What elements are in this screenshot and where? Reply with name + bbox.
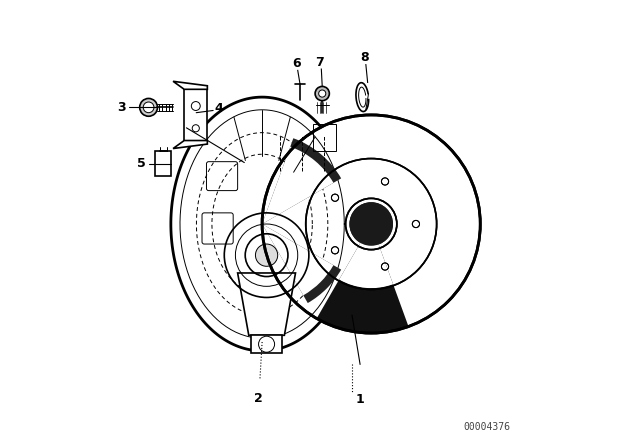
Circle shape	[315, 86, 330, 101]
Polygon shape	[184, 89, 207, 141]
Text: 2: 2	[254, 392, 263, 405]
Wedge shape	[339, 224, 393, 288]
Bar	[314, 124, 335, 151]
Wedge shape	[262, 224, 341, 303]
Polygon shape	[251, 335, 282, 353]
Wedge shape	[262, 146, 333, 224]
Circle shape	[255, 244, 278, 266]
Circle shape	[262, 115, 480, 333]
Wedge shape	[262, 138, 341, 224]
Circle shape	[319, 90, 326, 97]
Text: 1: 1	[356, 393, 364, 406]
Polygon shape	[171, 97, 353, 351]
Wedge shape	[317, 224, 408, 333]
Circle shape	[143, 102, 154, 113]
Text: 8: 8	[360, 52, 369, 65]
Text: 4: 4	[214, 102, 223, 115]
Circle shape	[140, 99, 157, 116]
Polygon shape	[237, 273, 296, 335]
Wedge shape	[262, 224, 333, 295]
Circle shape	[349, 202, 393, 246]
Circle shape	[349, 202, 393, 246]
Text: 7: 7	[316, 56, 324, 69]
Bar	[156, 151, 172, 177]
Text: 3: 3	[118, 101, 126, 114]
Polygon shape	[173, 81, 207, 89]
Polygon shape	[173, 141, 207, 149]
Text: 6: 6	[292, 57, 301, 70]
Text: 5: 5	[137, 157, 145, 170]
Text: 00004376: 00004376	[463, 422, 511, 431]
